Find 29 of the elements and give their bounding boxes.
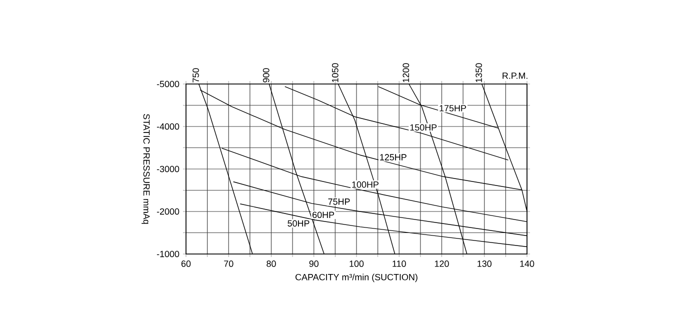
series-label: 125HP [380, 154, 406, 160]
annotation: 50HP [288, 220, 310, 227]
x-tick-label: 130 [478, 260, 492, 267]
x-tick-label: 70 [224, 260, 234, 267]
text: 1350 [476, 63, 482, 82]
text: 1050 [332, 63, 338, 82]
y-tick-label: -3000 [156, 166, 180, 172]
y-tick-label: -5000 [156, 80, 180, 88]
y-tick-label: -2000 [156, 208, 180, 215]
x-tick-label: 60 [181, 260, 191, 267]
text: 1200 [402, 63, 410, 82]
x-tick-label: 110 [392, 260, 406, 267]
series-label: 100HP [352, 181, 378, 188]
text: 900 [262, 68, 270, 82]
x-tick-label: 80 [266, 260, 276, 267]
y-tick-label: -1000 [156, 250, 180, 258]
x-axis-title: CAPACITY m³/min (SUCTION) [296, 274, 418, 282]
x-tick-label: 140 [520, 260, 534, 267]
x-tick-label: 90 [309, 260, 319, 267]
series-label: 75HP [328, 198, 350, 205]
y-axis-title: STATIC PRESSURE mmAq [142, 114, 150, 224]
x-tick-label: 120 [434, 260, 449, 267]
text: 750 [192, 68, 199, 82]
x-tick-label: 100 [350, 260, 364, 267]
series-label: 175HP [440, 105, 466, 112]
series-label: 150HP [410, 124, 437, 131]
y-tick-label: -4000 [156, 123, 180, 130]
series-label: 60HP [312, 212, 334, 218]
text: R.P.M. [502, 72, 528, 79]
